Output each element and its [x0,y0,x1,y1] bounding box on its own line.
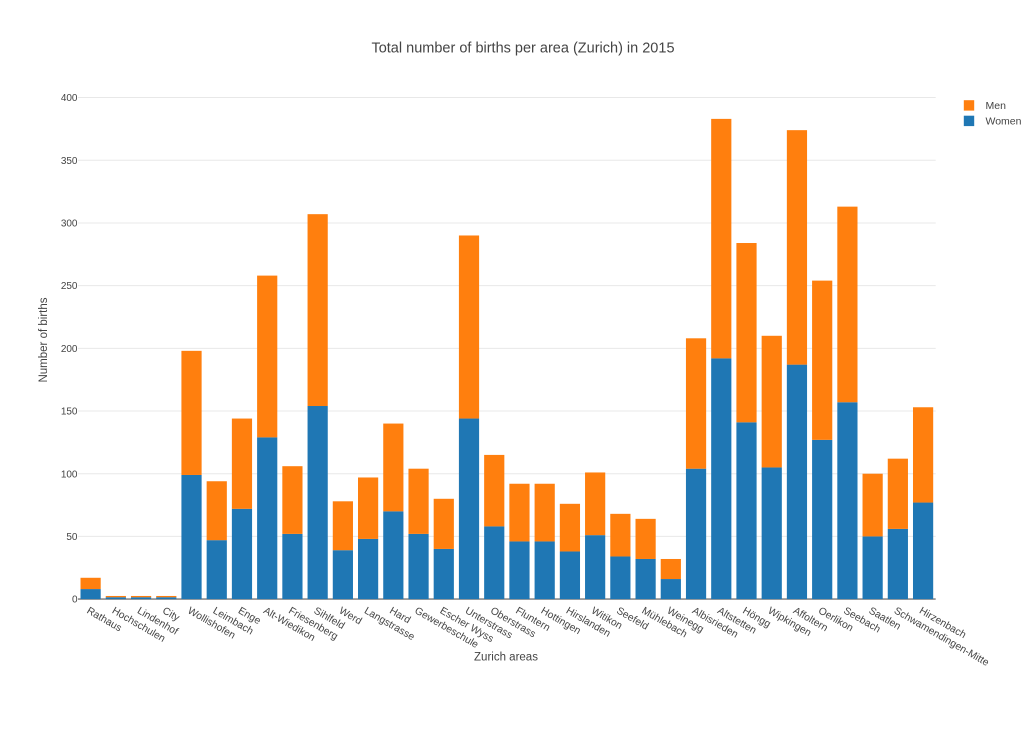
svg-text:250: 250 [61,281,78,292]
svg-text:0: 0 [72,595,78,606]
svg-text:50: 50 [66,532,78,543]
svg-text:400: 400 [61,93,78,104]
svg-text:350: 350 [61,156,78,167]
svg-text:Zurich areas: Zurich areas [474,652,538,664]
svg-text:Number of births: Number of births [38,297,50,382]
svg-text:Men: Men [986,100,1007,112]
svg-text:Total number of births per are: Total number of births per area (Zurich)… [371,41,674,57]
svg-text:200: 200 [61,344,78,355]
svg-text:300: 300 [61,219,78,230]
svg-text:100: 100 [61,469,78,480]
svg-text:150: 150 [61,407,78,418]
svg-text:Women: Women [986,116,1022,128]
